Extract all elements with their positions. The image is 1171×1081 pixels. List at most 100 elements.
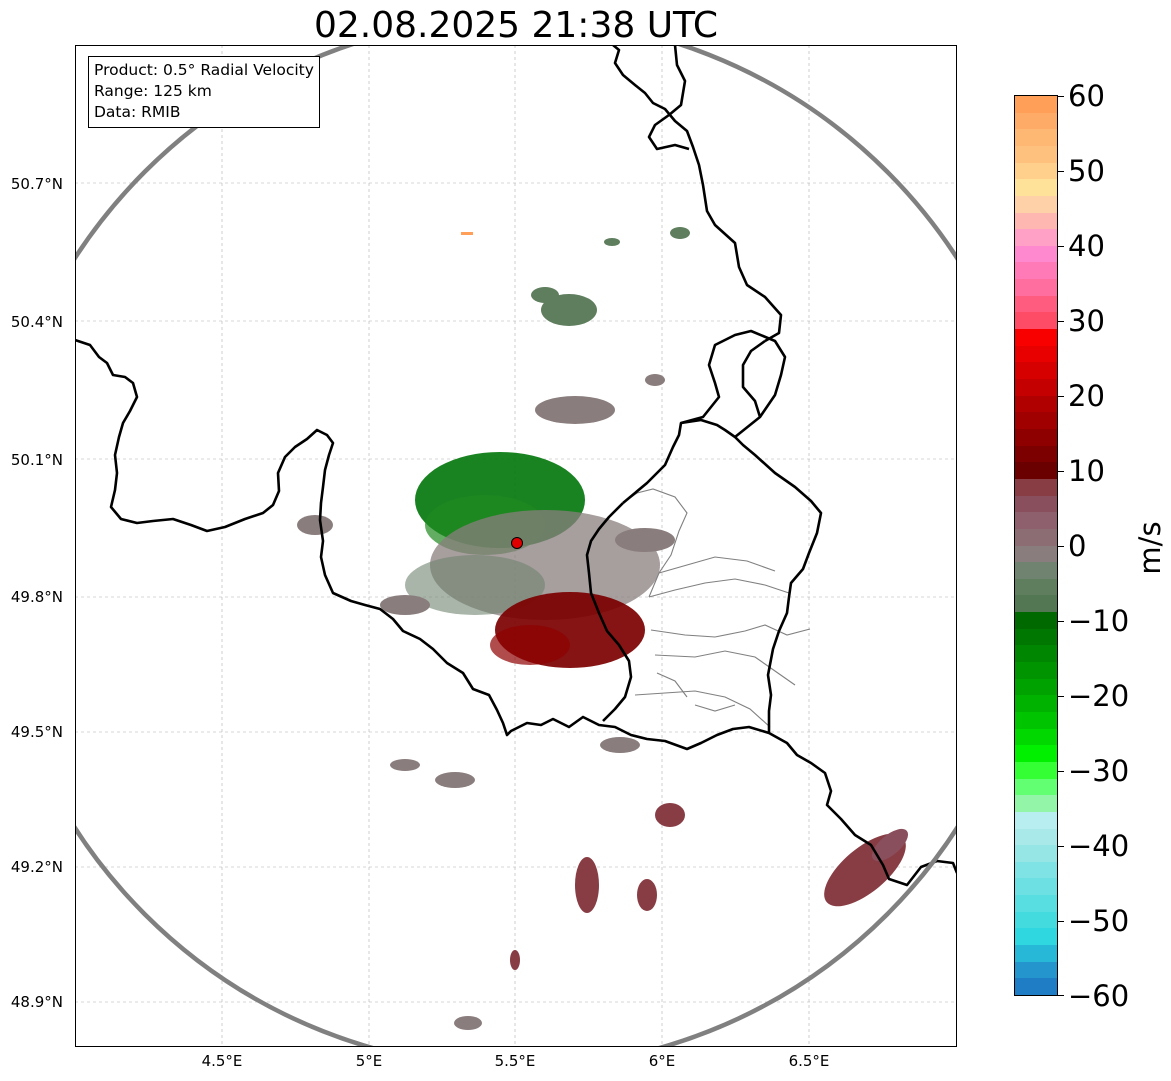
colorbar-segment [1015,895,1057,913]
colorbar-tick [1058,771,1064,772]
colorbar-segment [1015,129,1057,147]
lat-label: 48.9°N [10,993,63,1011]
lon-label: 5.5°E [494,1052,536,1070]
colorbar-tick [1058,696,1064,697]
echo-north-patch [531,287,559,303]
lon-label: 4.5°E [201,1052,243,1070]
colorbar-segment [1015,245,1057,264]
echo-south-patch [637,879,657,911]
radar-map[interactable] [75,45,957,1047]
info-range: Range: 125 km [94,82,212,100]
colorbar-segment [1015,312,1057,330]
colorbar-label: −20 [1068,679,1130,713]
echo-north-patch [670,227,690,239]
colorbar-segment [1015,878,1057,896]
colorbar-segment [1015,162,1057,180]
colorbar-segment [1015,212,1057,230]
colorbar-tick [1058,621,1064,622]
echo-south-patch [390,759,420,771]
colorbar-tick [1058,995,1064,996]
colorbar-segment [1015,961,1057,979]
info-box: Product: 0.5° Radial Velocity Range: 125… [88,56,320,128]
echo-south-patch [435,772,475,788]
lat-label: 49.5°N [10,723,63,741]
echo-outbound-cluster [490,625,570,665]
colorbar-segment [1015,329,1057,347]
colorbar-segment [1015,778,1057,796]
echo-southeast-storm [871,828,909,862]
colorbar-segment [1015,295,1057,313]
colorbar-segment [1015,379,1057,397]
colorbar-tick [1058,96,1064,97]
colorbar-segment [1015,795,1057,813]
colorbar-segment [1015,695,1057,713]
colorbar-tick [1058,396,1064,397]
colorbar-segment [1015,96,1057,114]
lat-label: 49.2°N [10,858,63,876]
colorbar-segment [1015,911,1057,929]
colorbar-unit: m/s [1133,521,1167,575]
colorbar-segment [1015,545,1057,563]
colorbar-label: 10 [1068,454,1105,488]
lat-label: 50.7°N [10,175,63,193]
lon-label: 5°E [355,1052,383,1070]
colorbar-segment [1015,528,1057,547]
colorbar-label: 30 [1068,304,1105,338]
colorbar-tick [1058,546,1064,547]
echo-south-patch [655,803,685,827]
echo-north-patch [604,238,620,246]
colorbar-segment [1015,845,1057,863]
colorbar-segment [1015,495,1057,513]
colorbar-tick [1058,471,1064,472]
lon-label: 6.5°E [788,1052,830,1070]
colorbar-segment [1015,512,1057,530]
colorbar-label: 60 [1068,79,1105,113]
colorbar-tick [1058,321,1064,322]
echo-south-patch [600,737,640,753]
lat-label: 50.4°N [10,313,63,331]
colorbar-segment [1015,145,1057,164]
echo-north-patch [535,396,615,424]
colorbar-segment [1015,478,1057,497]
echo-south-patch [454,1016,482,1030]
colorbar-segment [1015,861,1057,880]
lon-label: 6°E [648,1052,676,1070]
info-data-source: Data: RMIB [94,103,181,121]
colorbar-label: 50 [1068,154,1105,188]
colorbar-segment [1015,711,1057,730]
colorbar-segment [1015,395,1057,413]
colorbar-segment [1015,745,1057,763]
colorbar-label: 20 [1068,379,1105,413]
colorbar-label: −60 [1068,979,1130,1013]
map-title: 02.08.2025 21:38 UTC [313,5,719,46]
colorbar-segment [1015,828,1057,846]
colorbar-segment [1015,445,1057,463]
colorbar-label: 0 [1068,529,1087,563]
colorbar-label: −50 [1068,904,1130,938]
echo-mixed-cluster [405,555,545,615]
lat-label: 49.8°N [10,588,63,606]
echo-east-patch [615,528,675,552]
lat-label: 50.1°N [10,451,63,469]
country-borders [75,45,957,887]
colorbar-segment [1015,362,1057,380]
colorbar-segment [1015,562,1057,580]
colorbar-tick [1058,846,1064,847]
radar-site-marker[interactable] [511,537,523,549]
colorbar-segment [1015,112,1057,130]
admin-borders [622,488,811,728]
colorbar-segment [1015,628,1057,646]
colorbar-segment [1015,578,1057,597]
colorbar-segment [1015,928,1057,946]
echo-west-patch [297,515,333,535]
colorbar-tick [1058,246,1064,247]
colorbar-segment [1015,645,1057,663]
colorbar-segment [1015,612,1057,630]
colorbar-segment [1015,595,1057,613]
colorbar-segment [1015,345,1057,363]
echo-west-patch [380,595,430,615]
colorbar-segment [1015,462,1057,480]
colorbar-segment [1015,229,1057,247]
colorbar-segment [1015,428,1057,447]
colorbar-segment [1015,279,1057,297]
